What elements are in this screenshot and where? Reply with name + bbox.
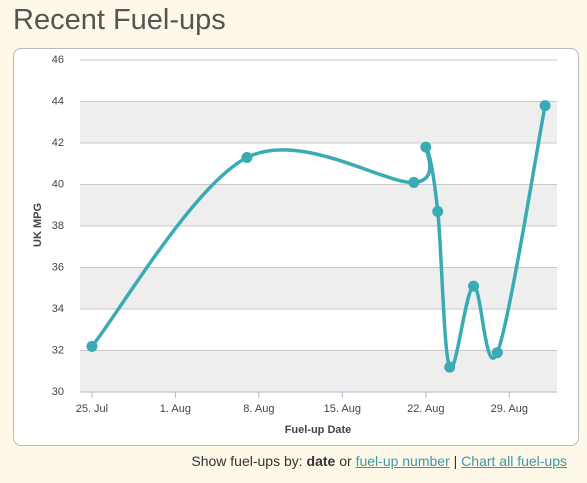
data-point [86,340,98,352]
data-point [539,100,551,112]
y-tick-label: 34 [52,303,64,315]
fuel-up-number-link[interactable]: fuel-up number [355,453,450,469]
data-point [241,152,253,164]
footer-prefix: Show fuel-ups by: [191,453,303,469]
data-point [491,347,503,359]
y-tick-label: 44 [52,95,64,107]
y-tick-label: 32 [52,344,64,356]
data-point [420,141,432,153]
data-point [408,176,420,188]
x-tick-label: 15. Aug [324,403,361,415]
footer-or: or [339,453,352,469]
y-tick-label: 38 [52,220,64,232]
grid-band [80,184,557,226]
y-axis-title: UK MPG [32,203,44,247]
x-tick-label: 1. Aug [160,403,191,415]
grid-band [80,267,557,309]
x-tick-label: 29. Aug [491,403,528,415]
chart: UK MPG Fuel-up Date 30 32 34 36 38 40 42 44 46 25… [32,54,557,436]
page-title: Recent Fuel-ups [13,4,226,36]
y-tick-label: 42 [52,137,64,149]
x-axis-title: Fuel-up Date [285,424,352,436]
footer: Show fuel-ups by: date or fuel-up number… [191,453,567,469]
series-line [90,105,547,370]
y-tick-label: 36 [52,261,64,273]
x-tick-label: 25. Jul [76,403,108,415]
data-point [444,361,456,373]
x-tick-label: 8. Aug [243,403,274,415]
footer-sep: | [453,453,458,469]
x-tick-label: 22. Aug [407,403,444,415]
data-point [432,205,444,217]
chart-all-link[interactable]: Chart all fuel-ups [461,453,567,469]
grid-band [80,350,557,392]
grid-band [80,101,557,143]
current-mode: date [306,453,336,469]
y-tick-label: 30 [52,386,64,398]
y-tick-label: 40 [52,178,64,190]
y-tick-label: 46 [52,54,64,66]
data-point [468,280,480,292]
